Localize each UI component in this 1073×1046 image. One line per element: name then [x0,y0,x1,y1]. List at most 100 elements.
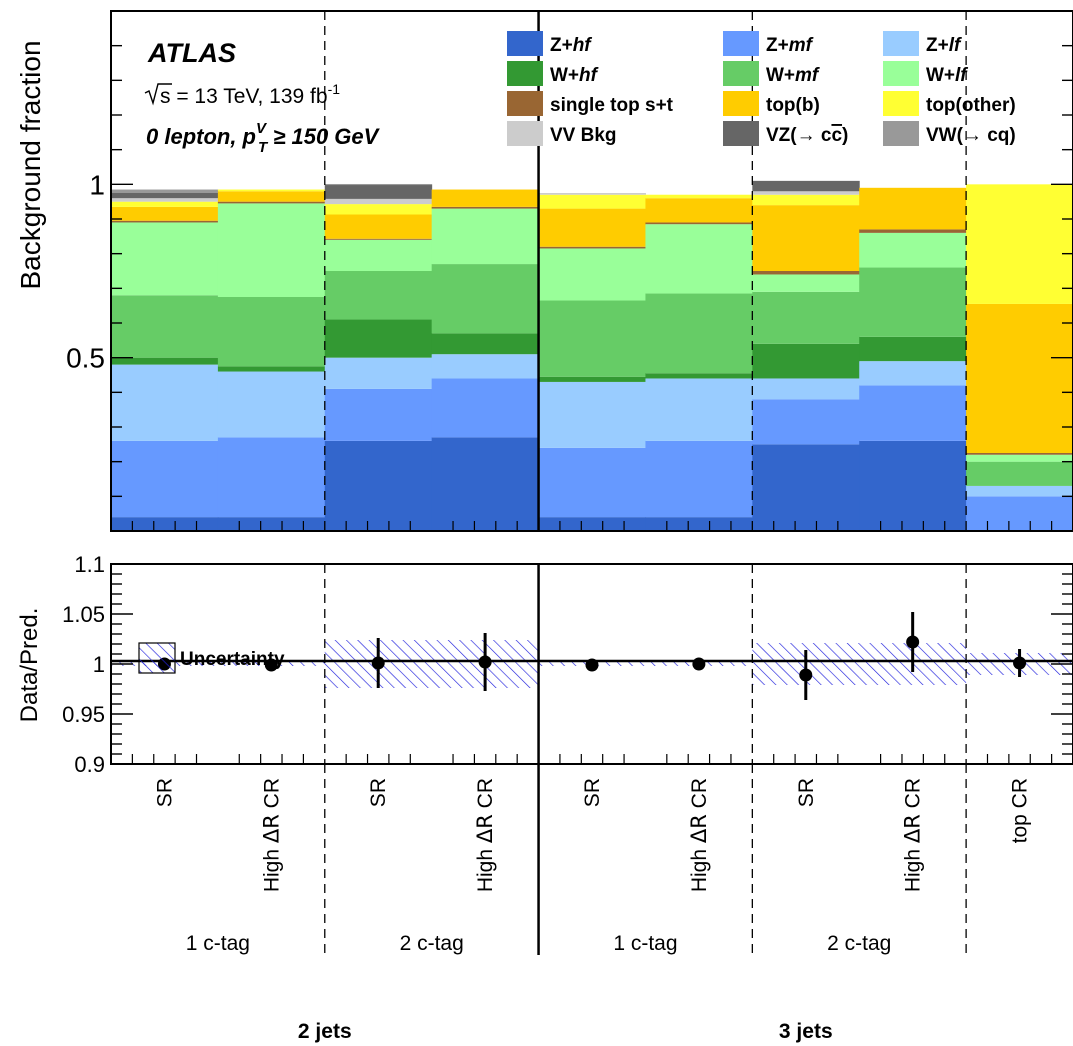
chart_data.bin_labels.6-part: SR [795,778,818,807]
bar-segment-z-mf [752,399,860,445]
tag-group-label: 2 c-tag [400,932,464,955]
energy-sup: -1 [328,81,341,97]
bar-segment-z-mf [324,388,433,441]
bar-segment-z-hf [538,517,646,531]
legend-swatch [883,91,919,116]
bar-segment-w-hf [217,366,326,372]
ratio-ylabel: Data/Pred. [16,608,43,723]
chart_data.bin_labels.2-part: SR [367,778,390,807]
chart_data.bin_labels.3-part: CR [474,778,497,814]
chart_data.upper.series.8.legend-part: top(other) [926,95,1016,116]
selection-sup: V [256,120,268,137]
bar-segment-top-b- [217,191,326,202]
y-tick-label: 1 [89,169,105,200]
data-point [1013,656,1027,670]
ratio-dividers [324,564,967,764]
bar-segment-vz-cc- [111,193,219,199]
chart_data.upper.series.0.legend-part: Z+ [550,35,573,56]
bar-segment-w-lf [966,454,1073,462]
chart_data.upper.series.7.legend-part: top(b) [766,95,820,116]
bar-segment-w-lf [324,239,433,271]
tag-group-label: 2 c-tag [827,932,891,955]
svg-text:s = 13 TeV, 139 fb-1: s = 13 TeV, 139 fb-1 [160,81,340,108]
bar-segment-w-lf [859,232,967,268]
chart_data.bin_labels.8-part: top CR [1009,778,1032,843]
ratio-frame [110,563,1073,765]
bar-segment-top-b- [111,206,219,221]
bar-segment-single-top-s-t [859,229,967,233]
data-point [264,658,278,672]
bar-segment-vv-bkg [111,198,219,202]
atlas-label: ATLAS [147,38,236,68]
legend-swatch [883,31,919,56]
legend-label: VW(→ cq) [926,125,1016,146]
bar-segment-w-hf [324,319,433,358]
legend-label: W+lf [926,65,968,86]
ratio-y-tick-label: 1 [93,652,105,677]
bar-segment-z-mf [217,437,326,518]
bin-label: SR [581,778,604,807]
y-tick-label: 0.5 [66,343,105,374]
bin-label: High ΔR CR [259,778,283,892]
energy-s: s [160,85,171,108]
bar-segment-w-mf [966,461,1073,486]
bar-segment-single-top-s-t [431,206,540,209]
bar-segment-z-lf [217,371,326,438]
chart_data.upper.series.9.legend-part: VV Bkg [550,125,617,146]
legend-swatch [507,91,543,116]
bar-segment-top-b- [859,187,967,230]
bar-segment-top-b- [752,205,860,271]
chart_data.bin_labels.1-part: ΔR [259,814,283,843]
bar-segment-single-top-s-t [966,453,1073,455]
bar-segment-vz-cc- [324,185,433,199]
bar-segment-top-other- [752,194,860,206]
bar-segment-z-lf [111,364,219,441]
bar-segment-top-b- [966,303,1073,453]
bar-segment-w-mf [645,293,753,374]
bar-segment-w-lf [752,274,860,292]
chart_data.bin_labels.0-part: SR [153,778,176,807]
uncertainty-legend: Uncertainty [138,642,285,674]
legend-label: VV Bkg [550,125,617,146]
ratio-panel: 0.9 0.95 1 1.05 1.1 Data/Pred. Uncertainty [16,552,1073,777]
energy-text: = 13 TeV, 139 fb [171,85,328,108]
bar-segment-z-mf [645,440,753,518]
chart_data.bin_labels.5-part: CR [688,778,711,814]
bar-segment-z-hf [217,517,326,531]
bar-segment-vw-cq- [324,183,433,186]
bin-label: SR [367,778,390,807]
legend-label: single top s+t [550,95,674,116]
bar-segment-top-b- [538,208,646,247]
bar-segment-z-lf [752,378,860,400]
chart_data.upper.series.1.legend-part: mf [789,35,814,56]
data-point [585,658,599,672]
chart_data.bin_labels.5-part: High [688,843,711,892]
bar-segment-top-other- [966,184,1073,304]
legend-swatch [723,61,759,86]
data-point [692,657,706,671]
legend-label: Z+mf [766,35,814,56]
chart_data.bin_labels.7-part: CR [902,778,925,814]
chart_data.upper.series.2.legend-part: Z+ [926,35,949,56]
bar-segment-w-hf [645,373,753,379]
bar-segment-w-lf [431,208,540,265]
bar-segment-w-mf [431,264,540,334]
chart_data.upper.series.4.legend-part: mf [795,65,820,86]
chart_data.bin_labels.7-part: High [902,843,925,892]
upper-panel: 0.51 Background fraction ATLAS s = 13 Te… [15,10,1073,532]
bar-segment-z-mf [538,447,646,518]
bar-segment-single-top-s-t [217,201,326,204]
legend-swatch [723,91,759,116]
bin-label: High ΔR CR [473,778,497,892]
chart_data.upper.series.4.legend-part: W+ [766,65,795,86]
ratio-y-tick-label: 1.05 [62,602,105,627]
jet-group-label: 3 jets [779,1020,833,1043]
bin-label: top CR [1009,778,1032,843]
bar-segment-w-mf [217,297,326,367]
bar-segment-w-hf [538,376,646,382]
bar-segment-single-top-s-t [752,271,860,275]
data-point [906,635,920,649]
bar-segment-single-top-s-t [538,246,646,249]
